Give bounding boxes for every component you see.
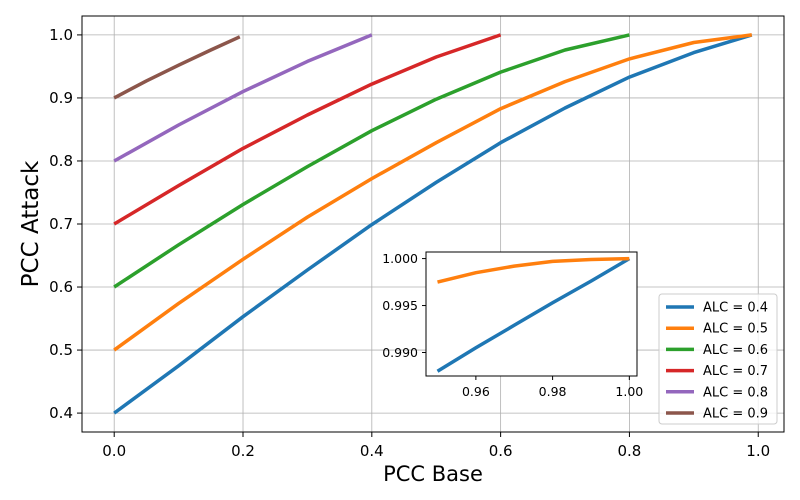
main-x-tick-label: 1.0 (746, 442, 770, 460)
y-axis-label: PCC Attack (18, 160, 44, 287)
inset-series-group (436, 256, 631, 373)
inset-y-tick-label: 1.000 (382, 251, 418, 266)
main-x-tick-label: 0.6 (489, 442, 513, 460)
series-line (113, 33, 753, 415)
main-y-tick-label: 0.4 (49, 404, 73, 422)
inset-x-ticks: 0.96 0.98 1.00 (462, 376, 643, 399)
inset-x-tick-label: 1.00 (615, 384, 643, 399)
series-line (113, 33, 502, 226)
main-y-tick-label: 0.6 (49, 278, 73, 296)
main-x-tick-label: 0.4 (360, 442, 384, 460)
legend-label: ALC = 0.9 (703, 407, 768, 422)
main-y-tick-label: 1.0 (49, 26, 73, 44)
series-line (113, 33, 630, 289)
inset-plot-frame (425, 251, 638, 377)
main-x-ticks: 0.0 0.2 0.4 0.6 0.8 1.0 (102, 432, 770, 460)
inset-y-tick-label: 0.990 (382, 345, 418, 360)
main-x-tick-label: 0.8 (618, 442, 642, 460)
legend-label: ALC = 0.6 (703, 343, 768, 358)
legend-label: ALC = 0.8 (703, 385, 768, 400)
inset-x-tick-label: 0.96 (462, 384, 490, 399)
x-axis-label: PCC Base (383, 462, 483, 486)
inset-x-tick-label: 0.98 (539, 384, 567, 399)
series-line (113, 33, 753, 352)
legend-label: ALC = 0.7 (703, 364, 768, 379)
inset-series-line (436, 257, 631, 373)
series-line (113, 33, 373, 163)
inset-y-ticks: 0.990 0.995 1.000 (382, 251, 426, 360)
main-series-group (113, 33, 753, 415)
main-x-tick-label: 0.2 (231, 442, 255, 460)
main-y-ticks: 0.4 0.5 0.6 0.7 0.8 0.9 1.0 (49, 26, 82, 422)
main-y-tick-label: 0.7 (49, 215, 73, 233)
main-y-tick-label: 0.5 (49, 341, 73, 359)
inset-chart: 0.96 0.98 1.00 0.990 0.995 1.000 (382, 251, 643, 399)
inset-series-line (437, 256, 630, 284)
main-y-tick-label: 0.8 (49, 152, 73, 170)
series-line (113, 35, 241, 100)
legend: ALC = 0.4 ALC = 0.5 ALC = 0.6 ALC = 0.7 ALC … (658, 293, 778, 425)
main-x-tick-label: 0.0 (102, 442, 126, 460)
inset-y-tick-label: 0.995 (382, 298, 418, 313)
legend-label: ALC = 0.5 (703, 322, 768, 337)
main-y-tick-label: 0.9 (49, 89, 73, 107)
legend-label: ALC = 0.4 (703, 301, 768, 316)
